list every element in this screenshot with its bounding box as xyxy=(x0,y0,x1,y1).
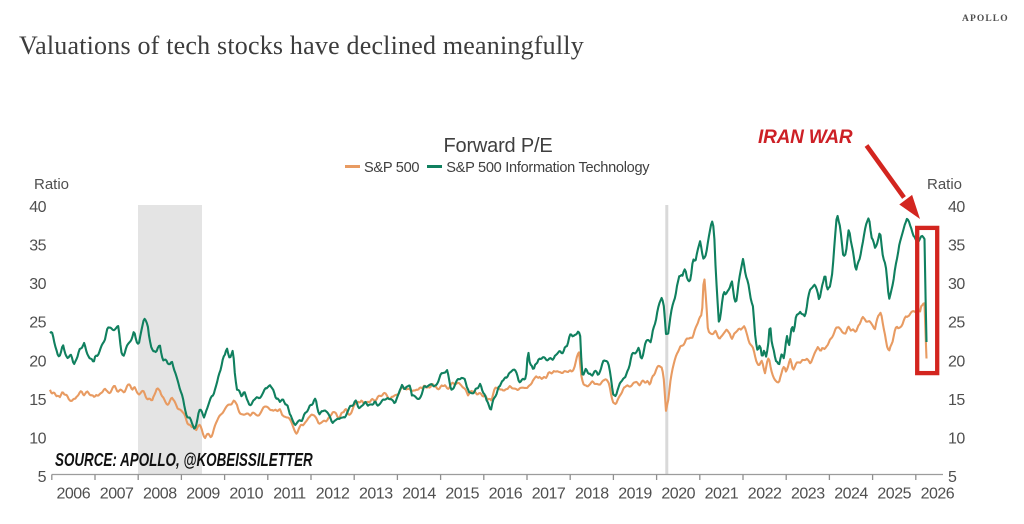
svg-text:2018: 2018 xyxy=(575,486,609,503)
svg-text:20: 20 xyxy=(948,353,965,370)
svg-text:2020: 2020 xyxy=(661,486,695,503)
svg-text:2016: 2016 xyxy=(489,486,523,503)
svg-text:2026: 2026 xyxy=(921,486,955,503)
svg-text:30: 30 xyxy=(29,276,46,293)
svg-text:5: 5 xyxy=(38,469,47,486)
svg-text:15: 15 xyxy=(948,392,965,409)
svg-text:35: 35 xyxy=(29,238,46,255)
svg-text:2017: 2017 xyxy=(532,486,566,503)
svg-text:15: 15 xyxy=(29,392,46,409)
svg-text:2024: 2024 xyxy=(834,486,868,503)
svg-text:25: 25 xyxy=(29,315,46,332)
svg-text:2014: 2014 xyxy=(402,486,436,503)
svg-text:20: 20 xyxy=(29,353,46,370)
svg-text:40: 40 xyxy=(29,199,46,216)
svg-text:2023: 2023 xyxy=(791,486,825,503)
svg-text:2006: 2006 xyxy=(57,486,91,503)
svg-text:2011: 2011 xyxy=(273,486,306,503)
svg-text:2025: 2025 xyxy=(877,486,911,503)
svg-text:30: 30 xyxy=(948,276,965,293)
svg-text:2008: 2008 xyxy=(143,486,177,503)
svg-text:2015: 2015 xyxy=(445,486,479,503)
svg-text:25: 25 xyxy=(948,315,965,332)
svg-text:2019: 2019 xyxy=(618,486,652,503)
svg-text:2021: 2021 xyxy=(705,486,739,503)
svg-text:5: 5 xyxy=(948,469,957,486)
svg-text:2007: 2007 xyxy=(100,486,134,503)
svg-text:2022: 2022 xyxy=(748,486,782,503)
svg-text:10: 10 xyxy=(948,430,965,447)
svg-text:10: 10 xyxy=(29,430,46,447)
svg-text:40: 40 xyxy=(948,199,965,216)
svg-text:35: 35 xyxy=(948,238,965,255)
svg-text:2009: 2009 xyxy=(186,486,220,503)
svg-text:2013: 2013 xyxy=(359,486,393,503)
svg-text:2012: 2012 xyxy=(316,486,350,503)
svg-text:2010: 2010 xyxy=(229,486,263,503)
